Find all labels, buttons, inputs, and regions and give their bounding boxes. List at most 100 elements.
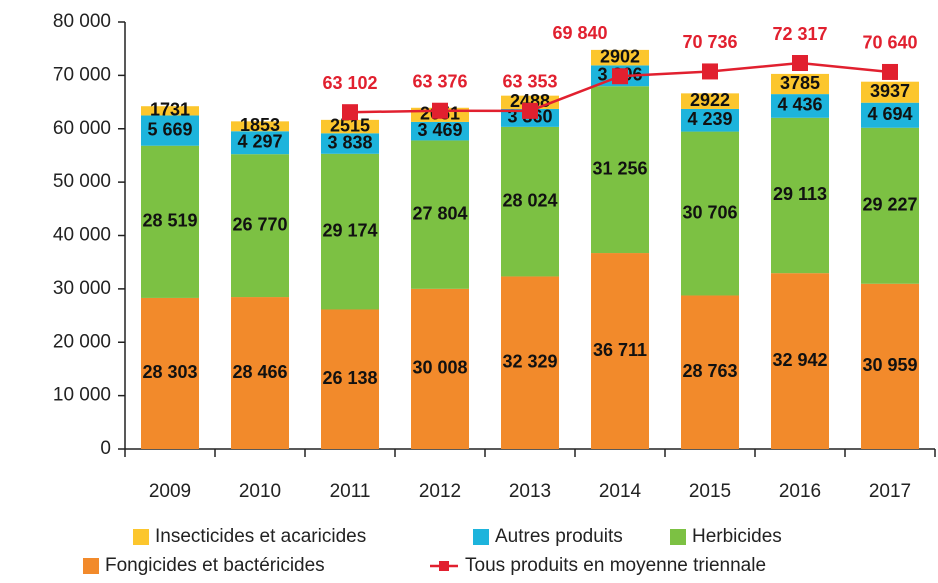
- value-label: 3937: [870, 81, 910, 101]
- line-marker: [702, 63, 718, 80]
- y-tick-label: 50 000: [53, 171, 111, 192]
- line-label: 69 840: [552, 23, 607, 43]
- bar-segment: [501, 276, 559, 449]
- line-marker: [612, 68, 628, 85]
- bar-segment: [231, 121, 289, 132]
- legend-swatch: [133, 529, 149, 545]
- x-tick-label: 2012: [419, 481, 461, 502]
- value-label: 29 113: [773, 184, 827, 204]
- value-label: 30 706: [682, 202, 737, 222]
- bar-segment: [591, 253, 649, 449]
- value-label: 4 694: [867, 104, 912, 124]
- y-tick-label: 0: [100, 438, 111, 459]
- legend-swatch: [83, 558, 99, 574]
- value-label: 28 763: [682, 361, 737, 381]
- y-tick-label: 40 000: [53, 225, 111, 246]
- value-label: 4 297: [237, 131, 282, 151]
- value-label: 4 436: [777, 95, 822, 115]
- bar-segment: [771, 73, 829, 95]
- value-label: 28 303: [142, 362, 197, 382]
- x-tick-label: 2017: [869, 481, 911, 502]
- bar-segment: [681, 295, 739, 449]
- legend-label: Herbicides: [692, 526, 782, 547]
- value-label: 5 669: [147, 119, 192, 139]
- bar-segment: [681, 93, 739, 109]
- bar-segment: [591, 49, 649, 66]
- legend-label: Tous produits en moyenne triennale: [465, 555, 766, 576]
- value-label: 28 024: [502, 190, 557, 210]
- line-marker: [432, 102, 448, 119]
- legend-label: Insecticides et acaricides: [155, 526, 366, 547]
- line-label: 63 102: [322, 73, 377, 93]
- x-tick-label: 2010: [239, 481, 281, 502]
- bar-segment: [681, 131, 739, 296]
- x-tick-label: 2014: [599, 481, 642, 502]
- legend-label: Fongicides et bactéricides: [105, 555, 325, 576]
- bar-segment: [321, 119, 379, 134]
- value-label: 26 770: [232, 214, 287, 234]
- y-tick-label: 20 000: [53, 331, 111, 352]
- bar-segment: [141, 106, 199, 116]
- bar-segment: [231, 131, 289, 155]
- x-tick-label: 2016: [779, 481, 821, 502]
- bar-segment: [501, 126, 559, 277]
- line-marker: [342, 104, 358, 121]
- bar-segment: [141, 145, 199, 298]
- legend-label: Autres produits: [495, 526, 623, 547]
- legend-swatch: [473, 529, 489, 545]
- bar-segment: [861, 127, 919, 284]
- value-label: 3 469: [417, 120, 462, 140]
- bar-segment: [141, 297, 199, 449]
- x-tick-label: 2011: [330, 481, 371, 502]
- value-label: 26 138: [322, 368, 377, 388]
- bar-segment: [771, 94, 829, 118]
- bar-segment: [771, 273, 829, 449]
- value-label: 30 959: [862, 355, 917, 375]
- line-marker: [792, 55, 808, 72]
- bar-segment: [861, 283, 919, 449]
- value-label: 2902: [600, 46, 640, 66]
- value-label: 3 838: [327, 132, 372, 152]
- line-label: 72 317: [772, 24, 827, 44]
- line-marker: [882, 63, 898, 80]
- value-label: 3785: [780, 73, 820, 93]
- x-tick-label: 2009: [149, 481, 191, 502]
- line-marker: [522, 102, 538, 119]
- value-label: 29 227: [862, 195, 917, 215]
- value-label: 27 804: [412, 203, 467, 223]
- value-label: 36 711: [593, 340, 647, 360]
- bar-segment: [141, 115, 199, 146]
- line-label: 70 736: [682, 32, 737, 52]
- bar-segment: [411, 140, 469, 289]
- line-label: 70 640: [862, 33, 917, 53]
- bar-segment: [321, 153, 379, 310]
- value-label: 29 174: [322, 220, 377, 240]
- x-tick-label: 2015: [689, 481, 731, 502]
- line-label: 63 353: [502, 72, 557, 92]
- y-tick-label: 10 000: [53, 385, 111, 406]
- bar-segment: [771, 117, 829, 274]
- bar-segment: [321, 309, 379, 449]
- y-tick-label: 80 000: [53, 11, 111, 32]
- legend-swatch: [670, 529, 686, 545]
- bar-segment: [681, 108, 739, 132]
- bar-segment: [411, 121, 469, 141]
- bar-segment: [231, 154, 289, 298]
- value-label: 32 942: [772, 350, 827, 370]
- value-label: 30 008: [412, 358, 467, 378]
- bar-segment: [861, 81, 919, 103]
- y-tick-label: 70 000: [53, 64, 111, 85]
- y-tick-label: 30 000: [53, 278, 111, 299]
- legend-marker: [439, 561, 449, 571]
- value-label: 28 519: [142, 211, 197, 231]
- value-label: 4 239: [687, 109, 732, 129]
- bar-segment: [411, 288, 469, 449]
- x-tick-label: 2013: [509, 481, 551, 502]
- y-tick-label: 60 000: [53, 118, 111, 139]
- value-label: 28 466: [232, 362, 287, 382]
- value-label: 32 329: [502, 351, 557, 371]
- bar-segment: [231, 297, 289, 449]
- value-label: 2515: [330, 115, 370, 135]
- bar-segment: [321, 133, 379, 154]
